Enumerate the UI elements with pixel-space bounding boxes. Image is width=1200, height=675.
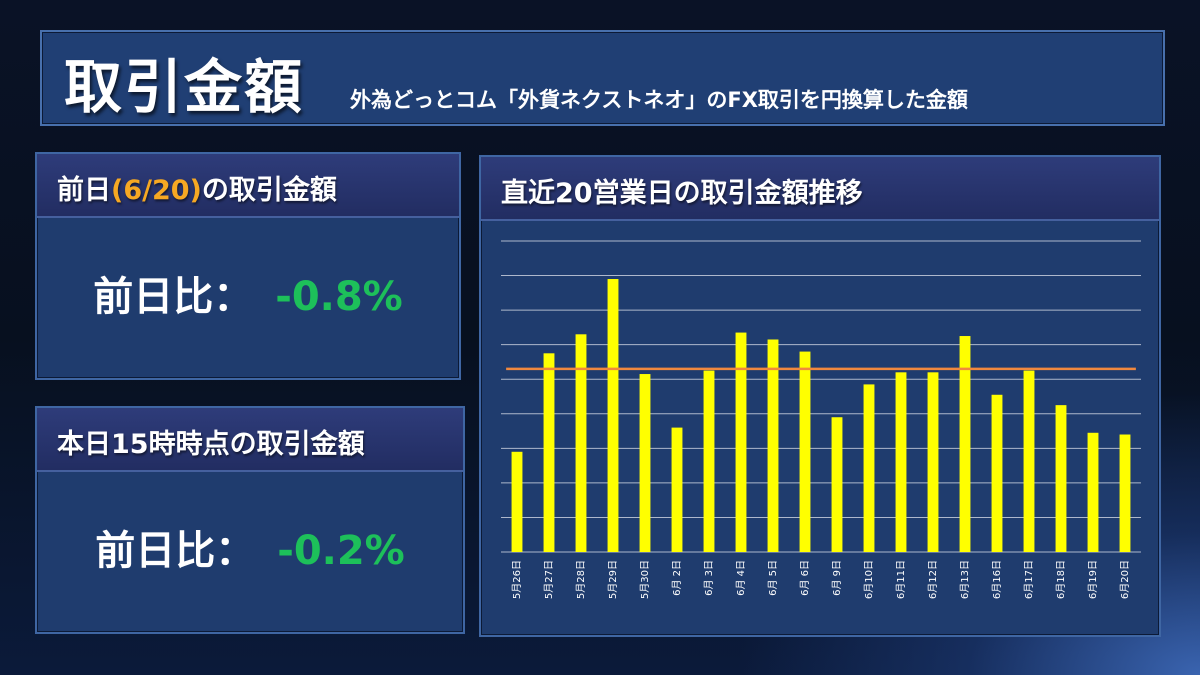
- x-tick-label: 6月16日: [991, 560, 1003, 599]
- previous-day-date: (6/20): [111, 175, 202, 206]
- bar: [543, 353, 555, 552]
- bar: [639, 374, 651, 552]
- x-tick-label: 6月12日: [927, 560, 939, 599]
- x-tick-label: 6月 9日: [831, 560, 843, 596]
- bar: [735, 332, 747, 552]
- x-tick-label: 6月 2日: [671, 560, 683, 596]
- bar: [799, 351, 811, 552]
- bar: [1023, 370, 1035, 552]
- chart-title: 直近20営業日の取引金額推移: [501, 178, 863, 209]
- bar: [959, 336, 971, 552]
- bar: [575, 334, 587, 552]
- x-tick-label: 6月10日: [863, 560, 875, 599]
- bar: [703, 370, 715, 552]
- bar: [607, 279, 619, 552]
- page-title: 取引金額: [64, 53, 305, 121]
- x-tick-label: 6月 5日: [767, 560, 779, 596]
- today-card-header: 本日15時時点の取引金額: [37, 408, 463, 472]
- bar: [767, 339, 779, 552]
- x-tick-label: 6月17日: [1023, 560, 1035, 599]
- bar: [671, 427, 683, 552]
- bar: [1119, 434, 1131, 552]
- x-tick-label: 5月30日: [639, 560, 651, 599]
- bar: [511, 451, 523, 552]
- bar: [1055, 405, 1067, 552]
- chart-panel-header: 直近20営業日の取引金額推移: [481, 157, 1159, 221]
- bar: [1087, 432, 1099, 552]
- page-subtitle: 外為どっとコム「外貨ネクストネオ」のFX取引を円換算した金額: [350, 88, 968, 112]
- bar: [927, 372, 939, 552]
- x-tick-label: 6月18日: [1055, 560, 1067, 599]
- x-tick-label: 5月29日: [607, 560, 619, 599]
- today-ratio-value: -0.2%: [277, 528, 405, 574]
- x-tick-label: 5月26日: [511, 560, 523, 599]
- previous-day-title-suffix: の取引金額: [201, 175, 337, 206]
- today-card: 本日15時時点の取引金額 前日比： -0.2%: [35, 406, 465, 634]
- bar: [895, 372, 907, 552]
- x-tick-label: 6月11日: [895, 560, 907, 599]
- bar: [991, 394, 1003, 552]
- x-tick-label: 6月19日: [1087, 560, 1099, 599]
- bar: [863, 384, 875, 552]
- x-tick-label: 5月27日: [543, 560, 555, 599]
- bar-chart: 5月26日 5月27日 5月28日 5月29日 5月30日 6月 2日 6月 3日 6月 4日…: [501, 240, 1141, 599]
- previous-day-card: 前日(6/20)の取引金額 前日比： -0.8%: [35, 152, 461, 380]
- today-ratio: 前日比： -0.2%: [37, 518, 463, 576]
- previous-day-ratio: 前日比： -0.8%: [37, 264, 459, 322]
- title-bar: 取引金額 外為どっとコム「外貨ネクストネオ」のFX取引を円換算した金額: [40, 30, 1165, 126]
- today-card-title: 本日15時時点の取引金額: [57, 429, 365, 460]
- chart-panel: 直近20営業日の取引金額推移 5月26日 5月27日 5月28日 5月29日 5月30日…: [479, 155, 1161, 637]
- previous-day-card-title: 前日(6/20)の取引金額: [57, 168, 337, 207]
- bar: [831, 417, 843, 552]
- previous-day-title-prefix: 前日: [57, 175, 111, 206]
- today-ratio-label: 前日比：: [95, 528, 256, 574]
- x-tick-label: 6月 4日: [735, 560, 747, 596]
- x-tick-label: 6月 3日: [703, 560, 715, 596]
- previous-day-ratio-value: -0.8%: [275, 274, 403, 320]
- x-tick-label: 6月13日: [959, 560, 971, 599]
- previous-day-ratio-label: 前日比：: [93, 274, 254, 320]
- previous-day-card-header: 前日(6/20)の取引金額: [37, 154, 459, 218]
- x-tick-label: 6月20日: [1119, 560, 1131, 599]
- x-tick-label: 5月28日: [575, 560, 587, 599]
- x-tick-label: 6月 6日: [799, 560, 811, 596]
